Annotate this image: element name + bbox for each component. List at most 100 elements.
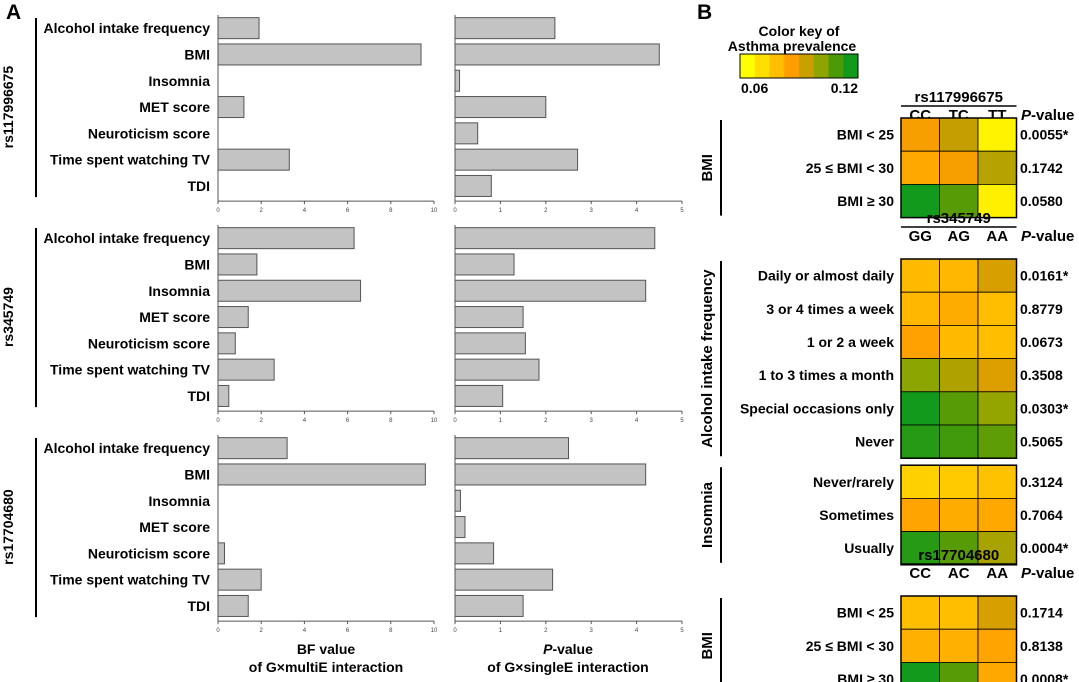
genotype-label: AC (948, 565, 970, 582)
x-tick-label: 6 (346, 208, 350, 214)
heatmap-cell (939, 595, 979, 630)
bf-bar (217, 96, 245, 119)
color-key-title-line2: Asthma prevalence (728, 38, 857, 54)
pvalue-bar (454, 69, 461, 92)
bf-bar (217, 542, 225, 565)
x-tick-label: 0 (453, 208, 457, 214)
heatmap-cell (977, 628, 1017, 663)
x-tick-label: 0 (216, 628, 220, 634)
pvalue-axis-title-italic: P (543, 641, 553, 657)
panel-label-b: B (697, 1, 712, 24)
color-key-swatch (754, 54, 770, 78)
heatmap-row-pvalue: 0.0008* (1020, 671, 1069, 682)
x-tick-label: 2 (544, 208, 548, 214)
heatmap-cell (939, 258, 979, 293)
x-tick-label: 3 (590, 208, 594, 214)
x-tick-label: 10 (431, 418, 438, 424)
heatmap-row-label: BMI ≥ 30 (837, 193, 894, 209)
bf-bar (217, 594, 249, 617)
x-tick-label: 5 (680, 208, 684, 214)
category-label: MET score (139, 519, 210, 535)
bf-bar (217, 384, 230, 407)
pvalue-bar (454, 542, 495, 565)
genotype-label: AA (986, 565, 1008, 582)
heatmap-row-pvalue: 0.7064 (1020, 507, 1063, 523)
pvalue-header: P-value (1021, 228, 1074, 245)
heatmap-cell (900, 628, 940, 663)
heatmap-cell (900, 258, 940, 293)
x-tick-label: 10 (431, 628, 438, 634)
heatmap-cell (977, 497, 1017, 532)
heatmap-cell (939, 391, 979, 426)
pvalue-bar (454, 516, 466, 539)
bf-bar (217, 437, 288, 460)
category-label: MET score (139, 309, 210, 325)
heatmap-cell (977, 117, 1017, 152)
x-tick-label: 6 (346, 628, 350, 634)
heatmap-row-pvalue: 0.3508 (1020, 367, 1063, 383)
bf-bar (217, 332, 236, 355)
pvalue-bar (454, 384, 504, 407)
heatmap-row-pvalue: 0.0161* (1020, 268, 1069, 284)
heatmap-cell (939, 183, 979, 218)
heatmap-row-label: BMI < 25 (837, 605, 894, 621)
category-label: Time spent watching TV (50, 572, 211, 588)
bf-axis-title-line1: BF value (297, 641, 356, 657)
pvalue-bar (454, 358, 540, 381)
bf-bar (217, 306, 249, 329)
heatmap-row-pvalue: 0.1742 (1020, 160, 1063, 176)
color-key-frame (739, 53, 859, 79)
x-tick-label: 0 (453, 418, 457, 424)
heatmap-row-label: Never/rarely (813, 474, 894, 490)
heatmap-row-label: 1 to 3 times a month (759, 367, 894, 383)
category-label: BMI (184, 46, 210, 62)
heatmap-cell (977, 595, 1017, 630)
heatmap-cell (977, 150, 1017, 185)
heatmap-cell (977, 258, 1017, 293)
heatmap-cell (939, 628, 979, 663)
pvalue-axis-title-line2: of G×singleE interaction (487, 659, 648, 675)
pvalue-header-rest: -value (1031, 228, 1074, 245)
pvalue-bar (454, 332, 526, 355)
x-tick-label: 2 (260, 628, 264, 634)
bf-bar (217, 568, 262, 591)
snp-label-a-rs345749: rs345749 (0, 287, 16, 347)
x-tick-label: 4 (303, 208, 307, 214)
pvalue-bar (454, 306, 524, 329)
heatmap-snp-title-rs345749: rs345749 (927, 210, 991, 227)
heatmap-cell (939, 358, 979, 393)
color-key-swatch (769, 54, 785, 78)
heatmap-row-label: Never (855, 434, 894, 450)
heatmap-row-pvalue: 0.0580 (1020, 193, 1063, 209)
heatmap-cell (977, 324, 1017, 359)
bf-bar (217, 17, 260, 40)
pvalue-bar (454, 437, 569, 460)
heatmap-cell (977, 391, 1017, 426)
heatmap-cell (939, 497, 979, 532)
color-key-max-label: 0.12 (831, 80, 858, 96)
snp-label-a-rs117996675: rs117996675 (0, 66, 16, 149)
x-tick-label: 3 (590, 628, 594, 634)
x-tick-label: 1 (499, 208, 503, 214)
heatmap-snp-title-rs17704680: rs17704680 (918, 547, 999, 564)
heatmap-cell (939, 662, 979, 682)
pvalue-bar (454, 489, 461, 512)
heatmap-row-label: BMI < 25 (837, 127, 894, 143)
genotype-label: AG (948, 228, 971, 245)
heatmap-cell (939, 531, 979, 566)
genotype-label: GG (909, 228, 932, 245)
pvalue-header-rest: -value (1031, 107, 1074, 124)
heatmap-cell (939, 117, 979, 152)
color-key-min-label: 0.06 (741, 80, 768, 96)
heatmap-row-label: Daily or almost daily (758, 268, 894, 284)
heatmap-row-pvalue: 0.5065 (1020, 434, 1063, 450)
group-label: BMI (699, 632, 716, 660)
category-label: Insomnia (149, 73, 211, 89)
x-tick-label: 0 (453, 628, 457, 634)
pvalue-header-italic: P (1021, 565, 1032, 582)
category-label: Insomnia (149, 493, 211, 509)
color-key-swatch (843, 54, 859, 78)
color-key-swatch (813, 54, 829, 78)
pvalue-header-rest: -value (1031, 565, 1074, 582)
category-label: BMI (184, 256, 210, 272)
